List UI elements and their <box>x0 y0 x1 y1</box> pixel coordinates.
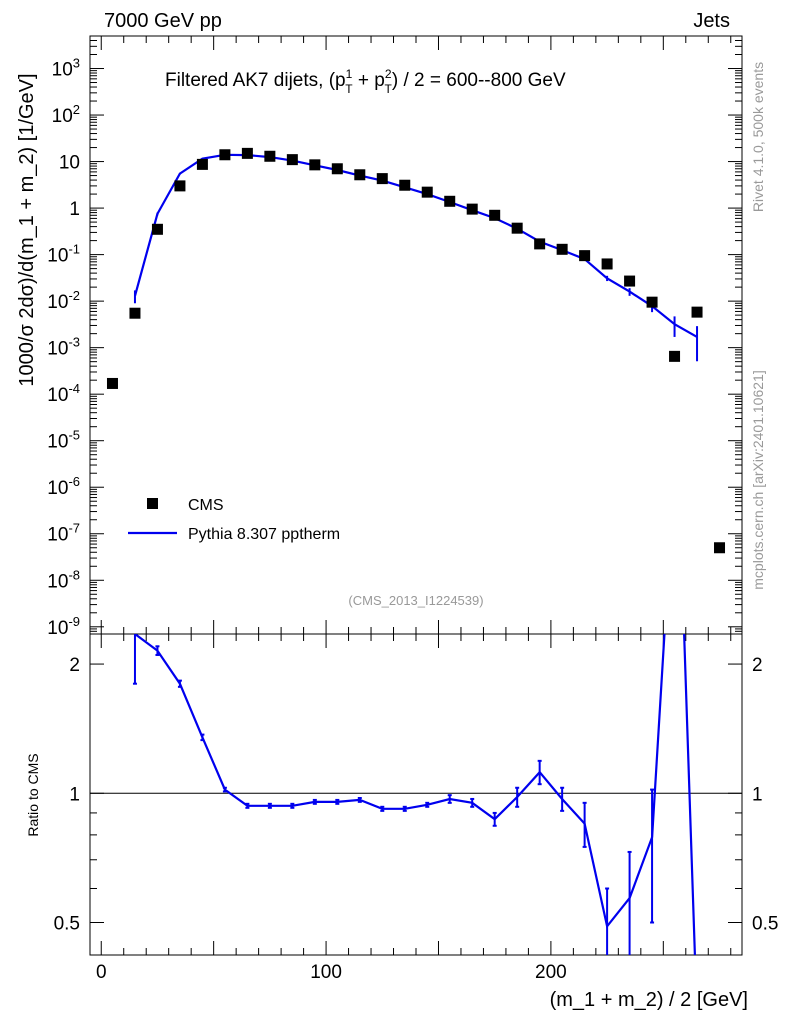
main-ytick-label: 10-6 <box>47 474 80 499</box>
main-ytick-label: 10 <box>59 153 80 174</box>
cms-point <box>376 173 388 185</box>
ratio-frame-box <box>89 633 743 956</box>
ratio-ytick-label-left: 0.5 <box>54 913 80 934</box>
main-ytick-label: 10-3 <box>47 335 80 360</box>
rivet-label: Rivet 4.1.0, 500k events <box>750 62 766 212</box>
cms-point <box>601 258 613 270</box>
main-ytick-label: 10-1 <box>47 242 80 267</box>
cms-point <box>174 180 186 192</box>
main-ytick-label: 10-9 <box>47 614 80 639</box>
xaxis-label: (m_1 + m_2) / 2 [GeV] <box>550 989 748 1011</box>
cms-point <box>624 275 636 287</box>
header-left: 7000 GeV pp <box>104 10 222 32</box>
cms-point <box>444 195 456 207</box>
cms-point <box>579 250 591 262</box>
cms-point <box>151 223 163 235</box>
cms-point <box>489 209 501 221</box>
legend-marker-cms <box>147 498 158 509</box>
header-right: Jets <box>693 10 730 32</box>
cms-point <box>421 186 433 198</box>
legend-label-pythia: Pythia 8.307 pptherm <box>188 526 340 543</box>
cms-point <box>309 159 321 171</box>
main-ytick-label: 10-7 <box>47 521 80 546</box>
cms-point <box>264 150 276 162</box>
chart-title: Filtered AK7 dijets, (p1 T + p2 T) / 2 = 6… <box>165 67 566 96</box>
cms-point <box>106 377 118 389</box>
ratio-ylabel: Ratio to CMS <box>25 753 41 836</box>
watermark: (CMS_2013_I1224539) <box>348 593 483 608</box>
legend: CMS Pythia 8.307 pptherm <box>128 497 340 543</box>
main-ytick-label: 10-2 <box>47 288 80 313</box>
cms-point <box>691 306 703 318</box>
cms-point <box>196 158 208 170</box>
cms-point <box>669 350 681 362</box>
cms-point <box>331 163 343 175</box>
ratio-ytick-label-left: 1 <box>69 784 80 805</box>
main-ytick-label: 10-5 <box>47 428 80 453</box>
main-ylabel: 1000/σ 2dσ)/d(m_1 + m_2) [1/GeV] <box>16 73 38 386</box>
xtick-label: 200 <box>535 962 567 983</box>
ratio-line <box>134 634 696 955</box>
cms-point <box>399 179 411 191</box>
main-ytick-label: 1 <box>69 199 80 220</box>
ratio-ytick-label-left: 2 <box>69 655 80 676</box>
cms-point <box>241 147 253 159</box>
cms-point <box>714 542 726 554</box>
cms-point <box>646 296 658 308</box>
cms-point <box>354 169 366 181</box>
ratio-ytick-label-right: 0.5 <box>752 913 778 934</box>
cms-point <box>511 222 523 234</box>
main-ytick-label: 102 <box>52 102 80 127</box>
main-ytick-label: 103 <box>52 56 80 81</box>
ratio-ytick-label-right: 2 <box>752 655 763 676</box>
chart-marks <box>106 147 726 955</box>
pythia-line <box>133 153 698 338</box>
main-panel: 10310210110-110-210-310-410-510-610-710-… <box>47 35 743 639</box>
ratio-series <box>132 634 696 955</box>
legend-label-cms: CMS <box>188 497 224 514</box>
main-frame-box <box>89 35 743 635</box>
mcplots-label: mcplots.cern.ch [arXiv:2401.10621] <box>750 370 766 589</box>
cms-point <box>534 238 546 250</box>
cms-point <box>286 154 298 166</box>
cms-point <box>129 307 141 319</box>
main-ytick-label: 10-8 <box>47 567 80 592</box>
xtick-label: 100 <box>310 962 342 983</box>
main-ytick-label: 10-4 <box>47 381 80 406</box>
cms-point <box>219 149 231 161</box>
xtick-label: 0 <box>96 962 107 983</box>
ratio-panel: 0 100 200 2 2 1 1 0.5 0.5 <box>54 633 778 983</box>
cms-point <box>466 203 478 215</box>
ratio-ytick-label-right: 1 <box>752 784 763 805</box>
cms-point <box>556 243 568 255</box>
